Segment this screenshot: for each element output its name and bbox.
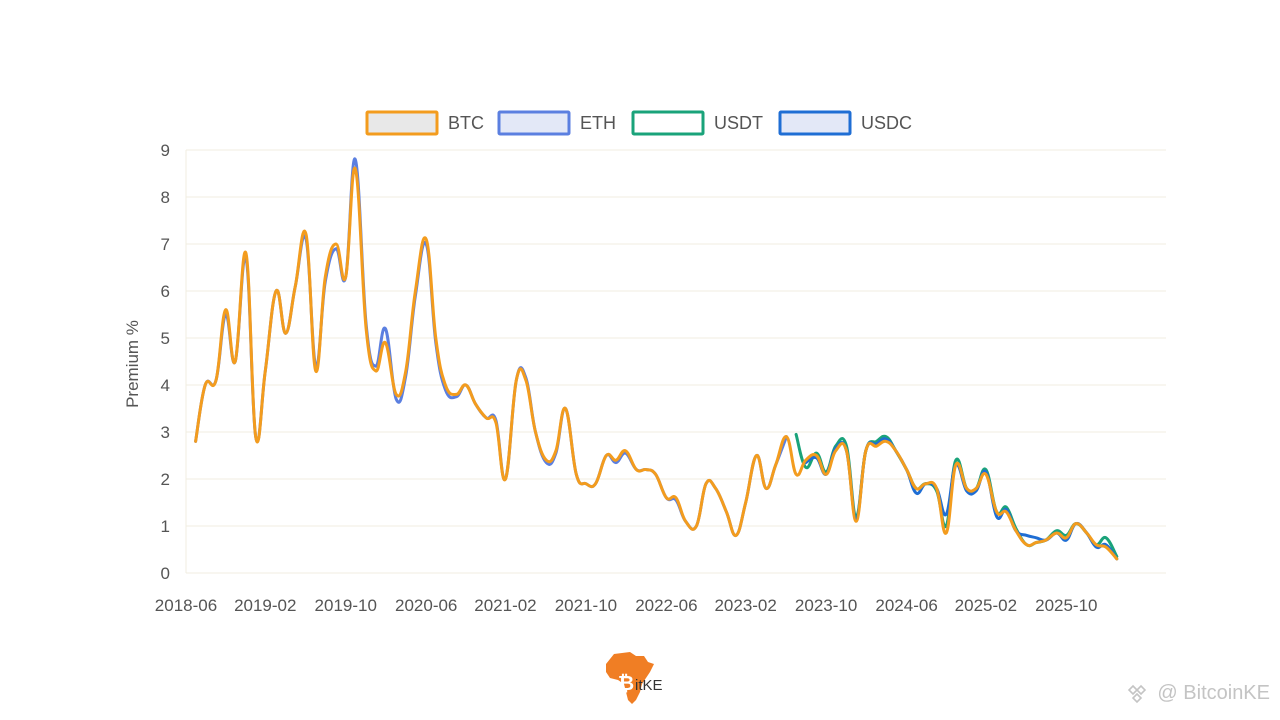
legend: BTC ETH USDT USDC xyxy=(365,110,912,136)
legend-swatch-btc[interactable] xyxy=(365,110,439,136)
x-tick-label: 2025-02 xyxy=(955,596,1017,615)
y-tick-label: 6 xyxy=(161,282,170,301)
x-tick-label: 2020-06 xyxy=(395,596,457,615)
x-tick-label: 2019-10 xyxy=(315,596,377,615)
logo-text: itKE xyxy=(635,677,663,694)
x-tick-label: 2023-02 xyxy=(714,596,776,615)
series-lines xyxy=(194,157,1119,561)
y-tick-label: 7 xyxy=(161,235,170,254)
legend-swatch-usdc[interactable] xyxy=(778,110,852,136)
diamond-logo-icon xyxy=(1128,684,1147,703)
y-tick-label: 3 xyxy=(161,423,170,442)
legend-swatch-eth[interactable] xyxy=(497,110,571,136)
x-tick-label: 2025-10 xyxy=(1035,596,1097,615)
legend-swatch-usdt[interactable] xyxy=(631,110,705,136)
y-tick-label: 9 xyxy=(161,141,170,160)
y-tick-label: 1 xyxy=(161,517,170,536)
x-tick-label: 2024-06 xyxy=(875,596,937,615)
africa-map-icon: ₿ xyxy=(606,652,654,704)
bitcoin-symbol-icon: ₿ xyxy=(618,673,634,695)
y-tick-label: 8 xyxy=(161,188,170,207)
x-tick-label: 2021-02 xyxy=(474,596,536,615)
y-tick-label: 2 xyxy=(161,470,170,489)
legend-label-usdc[interactable]: USDC xyxy=(861,113,912,133)
x-axis-ticks: 2018-06 2019-02 2019-10 2020-06 2021-02 2021-… xyxy=(155,596,1098,615)
legend-label-btc[interactable]: BTC xyxy=(448,113,484,133)
series-line-btc xyxy=(194,166,1119,561)
x-tick-label: 2022-06 xyxy=(635,596,697,615)
bitke-logo: ₿ itKE xyxy=(600,650,690,706)
grid-lines xyxy=(185,149,1166,574)
y-axis-title: Premium % xyxy=(123,320,142,408)
watermark: @ BitcoinKE xyxy=(1127,682,1270,705)
y-tick-label: 0 xyxy=(161,564,170,583)
x-tick-label: 2018-06 xyxy=(155,596,217,615)
y-tick-label: 4 xyxy=(161,376,170,395)
watermark-text: @ BitcoinKE xyxy=(1157,682,1270,704)
x-tick-label: 2019-02 xyxy=(234,596,296,615)
y-tick-label: 5 xyxy=(161,329,170,348)
x-tick-label: 2021-10 xyxy=(555,596,617,615)
legend-label-usdt[interactable]: USDT xyxy=(714,113,763,133)
legend-label-eth[interactable]: ETH xyxy=(580,113,616,133)
x-tick-label: 2023-10 xyxy=(795,596,857,615)
y-axis-ticks: 0 1 2 3 4 5 6 7 8 9 xyxy=(161,141,170,583)
